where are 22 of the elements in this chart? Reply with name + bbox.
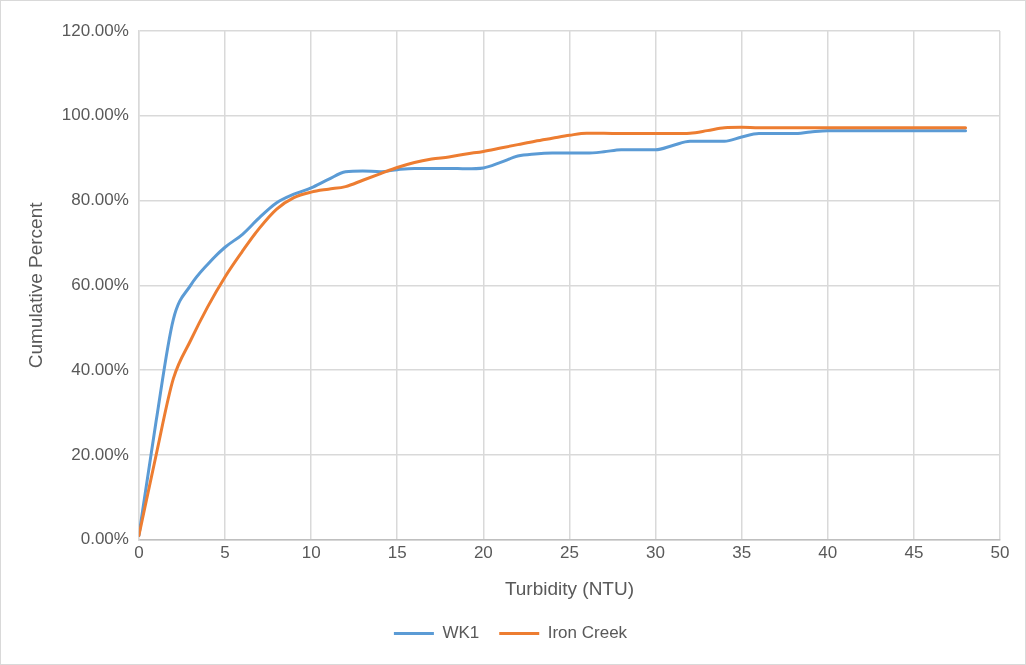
y-tick-label: 20.00% <box>71 444 129 464</box>
x-axis-title: Turbidity (NTU) <box>504 577 635 599</box>
x-tick-label: 15 <box>387 542 407 562</box>
y-tick-label: 120.00% <box>61 20 129 40</box>
y-tick-label: 0.00% <box>80 529 129 549</box>
x-tick-label: 20 <box>473 542 493 562</box>
x-tick-label: 5 <box>220 542 230 562</box>
x-tick-label: 25 <box>559 542 579 562</box>
x-tick-label: 0 <box>134 542 144 562</box>
y-tick-label: 100.00% <box>61 105 129 125</box>
x-tick-label: 40 <box>818 542 838 562</box>
legend-label: WK1 <box>442 623 480 643</box>
y-axis-title: Cumulative Percent <box>24 201 46 369</box>
y-tick-label: 60.00% <box>71 275 129 295</box>
x-tick-label: 50 <box>990 542 1010 562</box>
x-tick-label: 30 <box>646 542 666 562</box>
y-tick-label: 40.00% <box>71 359 129 379</box>
legend-label: Iron Creek <box>547 623 628 643</box>
x-tick-label: 10 <box>301 542 321 562</box>
x-tick-label: 35 <box>732 542 752 562</box>
x-tick-label: 45 <box>904 542 924 562</box>
y-tick-label: 80.00% <box>71 190 129 210</box>
